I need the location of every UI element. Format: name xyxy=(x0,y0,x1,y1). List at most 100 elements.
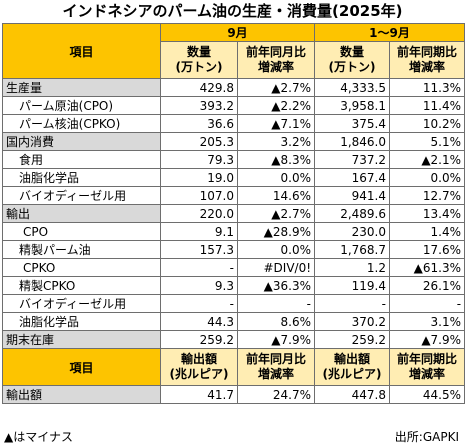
table-row: 油脂化学品 19.0 0.0% 167.4 0.0% xyxy=(2,168,465,187)
header-row-columns: 数量 (万トン) 前年同月比 増減率 数量 (万トン) 前年同期比 増減率 xyxy=(3,41,465,79)
change-sep: ▲7.1% xyxy=(236,114,316,133)
volume-ytd: 4,333.5 xyxy=(314,78,391,97)
export-header-row: 項目 輸出額 (兆ルピア) 前年同月比 増減率 輸出額 (兆ルピア) 前年同期比 増減率 xyxy=(2,348,465,386)
row-label: 輸出額 xyxy=(2,385,161,404)
change-sep: ▲7.9% xyxy=(236,330,316,349)
change-sep: 14.6% xyxy=(236,186,316,205)
export-item-header: 項目 xyxy=(2,348,161,386)
change-ytd: 12.7% xyxy=(389,186,465,205)
export-amount-row: 輸出額 41.7 24.7% 447.8 44.5% xyxy=(2,385,465,404)
change-sep: ▲8.3% xyxy=(236,150,316,169)
row-label: 食用 xyxy=(2,150,161,169)
volume-sep: - xyxy=(160,294,238,313)
volume-sep: - xyxy=(160,258,238,277)
volume-ytd: 167.4 xyxy=(314,168,391,187)
change-ytd: 11.3% xyxy=(389,78,465,97)
row-label: CPO xyxy=(2,222,161,241)
table-row: 輸出 220.0 ▲2.7% 2,489.6 13.4% xyxy=(2,204,465,223)
change-ytd: - xyxy=(389,294,465,313)
row-label: パーム原油(CPO) xyxy=(2,96,161,115)
volume-header-ytd: 数量 (万トン) xyxy=(314,41,391,79)
volume-ytd: 259.2 xyxy=(314,330,391,349)
row-label: 精製CPKO xyxy=(2,276,161,295)
change-sep: - xyxy=(236,294,316,313)
table-row: バイオディーゼル用 - - - - xyxy=(2,294,465,313)
change-ytd: 1.4% xyxy=(389,222,465,241)
row-label: 国内消費 xyxy=(2,132,161,151)
row-label: バイオディーゼル用 xyxy=(2,186,161,205)
volume-ytd: 737.2 xyxy=(314,150,391,169)
volume-sep: 19.0 xyxy=(160,168,238,187)
table-row: パーム核油(CPKO) 36.6 ▲7.1% 375.4 10.2% xyxy=(2,114,465,133)
change-ytd: ▲7.9% xyxy=(389,330,465,349)
change-sep: 0.0% xyxy=(236,240,316,259)
table-row: CPO 9.1 ▲28.9% 230.0 1.4% xyxy=(2,222,465,241)
change-sep: ▲2.7% xyxy=(236,204,316,223)
change-ytd: 11.4% xyxy=(389,96,465,115)
table-row: 精製パーム油 157.3 0.0% 1,768.7 17.6% xyxy=(2,240,465,259)
row-label: CPKO xyxy=(2,258,161,277)
period-header-ytd: 1〜9月 xyxy=(314,23,465,42)
table-row: 期末在庫 259.2 ▲7.9% 259.2 ▲7.9% xyxy=(2,330,465,349)
change-sep: 0.0% xyxy=(236,168,316,187)
change-header-sep: 前年同月比 増減率 xyxy=(236,41,316,79)
change-sep: 3.2% xyxy=(236,132,316,151)
change-sep: #DIV/0! xyxy=(236,258,316,277)
volume-sep: 9.3 xyxy=(160,276,238,295)
change-ytd: 13.4% xyxy=(389,204,465,223)
footnote-source: 出所:GAPKI xyxy=(394,430,459,444)
table-row: 生産量 429.8 ▲2.7% 4,333.5 11.3% xyxy=(2,78,465,97)
table-row: パーム原油(CPO) 393.2 ▲2.2% 3,958.1 11.4% xyxy=(2,96,465,115)
item-header: 項目 xyxy=(2,23,161,79)
change-sep: 8.6% xyxy=(236,312,316,331)
export-change-header-ytd: 前年同期比 増減率 xyxy=(389,348,465,386)
volume-ytd: 230.0 xyxy=(314,222,391,241)
volume-sep: 429.8 xyxy=(160,78,238,97)
change-sep: 24.7% xyxy=(236,385,316,404)
volume-ytd: 3,958.1 xyxy=(314,96,391,115)
change-ytd: 26.1% xyxy=(389,276,465,295)
volume-ytd: 941.4 xyxy=(314,186,391,205)
volume-ytd: 370.2 xyxy=(314,312,391,331)
export-amount-header-ytd: 輸出額 (兆ルピア) xyxy=(314,348,391,386)
volume-ytd: 1,768.7 xyxy=(314,240,391,259)
volume-sep: 107.0 xyxy=(160,186,238,205)
volume-ytd: - xyxy=(314,294,391,313)
table-row: バイオディーゼル用 107.0 14.6% 941.4 12.7% xyxy=(2,186,465,205)
volume-ytd: 1,846.0 xyxy=(314,132,391,151)
change-sep: ▲28.9% xyxy=(236,222,316,241)
change-ytd: 44.5% xyxy=(389,385,465,404)
table-row: CPKO - #DIV/0! 1.2 ▲61.3% xyxy=(2,258,465,277)
change-header-ytd: 前年同期比 増減率 xyxy=(389,41,465,79)
table-row: 国内消費 205.3 3.2% 1,846.0 5.1% xyxy=(2,132,465,151)
table-row: 油脂化学品 44.3 8.6% 370.2 3.1% xyxy=(2,312,465,331)
export-change-header-sep: 前年同月比 増減率 xyxy=(236,348,316,386)
palm-oil-table: 項目 9月 1〜9月 数量 (万トン) 前年同月比 増減率 数量 (万トン) 前… xyxy=(2,23,465,404)
row-label: パーム核油(CPKO) xyxy=(2,114,161,133)
volume-header-sep: 数量 (万トン) xyxy=(160,41,238,79)
change-sep: ▲2.2% xyxy=(236,96,316,115)
change-sep: ▲2.7% xyxy=(236,78,316,97)
change-ytd: 0.0% xyxy=(389,168,465,187)
row-label: 油脂化学品 xyxy=(2,312,161,331)
table-title: インドネシアのパーム油の生産・消費量(2025年) xyxy=(62,2,403,20)
volume-sep: 393.2 xyxy=(160,96,238,115)
volume-sep: 220.0 xyxy=(160,204,238,223)
period-header-september: 9月 xyxy=(159,23,316,42)
change-ytd: ▲2.1% xyxy=(389,150,465,169)
volume-ytd: 2,489.6 xyxy=(314,204,391,223)
table-row: 精製CPKO 9.3 ▲36.3% 119.4 26.1% xyxy=(2,276,465,295)
change-ytd: 10.2% xyxy=(389,114,465,133)
row-label: 精製パーム油 xyxy=(2,240,161,259)
volume-ytd: 1.2 xyxy=(314,258,391,277)
change-sep: ▲36.3% xyxy=(236,276,316,295)
volume-ytd: 375.4 xyxy=(314,114,391,133)
change-ytd: 17.6% xyxy=(389,240,465,259)
amount-ytd: 447.8 xyxy=(314,385,391,404)
change-ytd: ▲61.3% xyxy=(389,258,465,277)
amount-sep: 41.7 xyxy=(160,385,238,404)
row-label: 輸出 xyxy=(2,204,161,223)
header-row-periods: 項目 9月 1〜9月 xyxy=(2,23,465,79)
volume-sep: 9.1 xyxy=(160,222,238,241)
volume-sep: 36.6 xyxy=(160,114,238,133)
